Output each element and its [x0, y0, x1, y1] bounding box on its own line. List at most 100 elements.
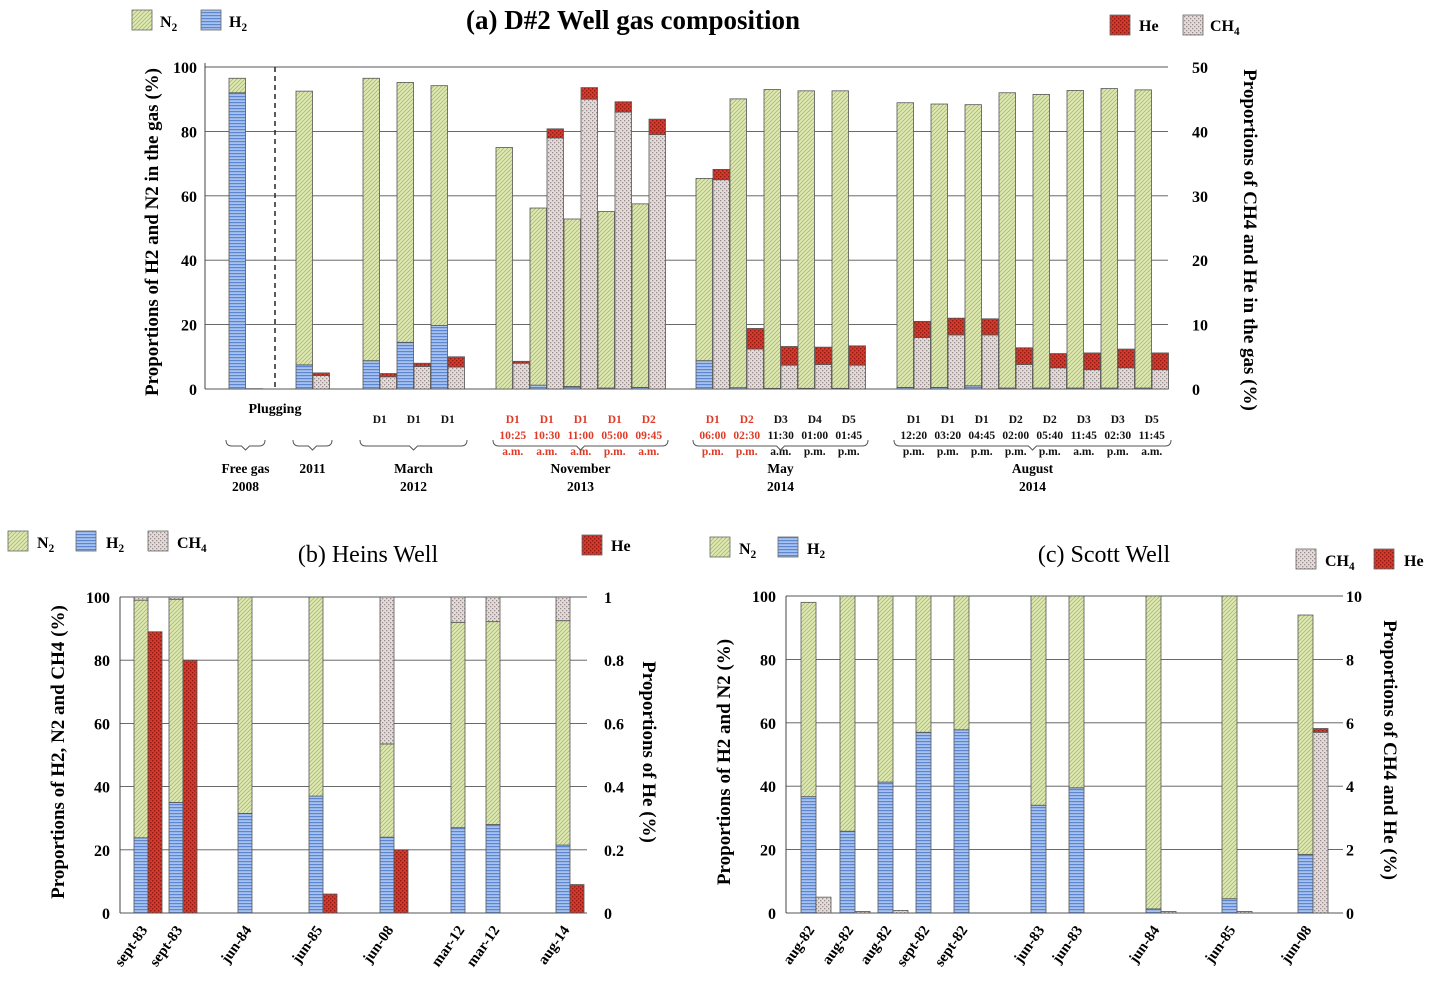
bar-n2 [797, 90, 815, 389]
x-tick-label: 04:45 [968, 430, 995, 442]
x-tick-label: D1 [540, 414, 554, 426]
bar-ch4 [1015, 364, 1033, 390]
bar-he [546, 128, 564, 139]
y-tick-label: 60 [760, 716, 776, 733]
bar-he [569, 884, 585, 914]
bar-he [447, 356, 465, 368]
chart-b-axes: 0 20 40 60 80 100 0 0.2 0.4 0.6 0.8 1 [86, 590, 624, 923]
bar-h2 [362, 360, 380, 390]
bar-n2 [237, 596, 253, 814]
bar-ch4 [1151, 369, 1169, 390]
y-tick-label: 20 [760, 843, 776, 860]
chart-b-ylabel: Proportions of H2, N2 and CH4 (%) [48, 605, 69, 899]
bar-n2 [396, 82, 414, 343]
y-right-tick-label: 0 [1192, 382, 1200, 399]
x-tick-label: mar-12 [429, 923, 469, 970]
x-tick-label: 05:00 [601, 430, 628, 442]
bar-he [614, 101, 632, 113]
bar-n2 [485, 621, 501, 825]
x-tick-label: 02:30 [1104, 430, 1131, 442]
y-tick-label: 20 [181, 318, 197, 335]
legend-n2-swatch [709, 536, 731, 558]
chart-c-ylabel-right: Proportions of CH4 and He (%) [1379, 620, 1400, 880]
bar-n2 [430, 85, 448, 326]
x-tick-label: 11:45 [1139, 430, 1165, 442]
y-right-tick-label: 20 [1192, 253, 1208, 270]
x-tick-label: D2 [642, 414, 656, 426]
legend-ch4-label: CH4 [1325, 553, 1355, 573]
x-tick-label: a.m. [1141, 446, 1162, 458]
group-year: 2013 [567, 479, 594, 494]
bar-h2 [915, 731, 932, 914]
bar-ch4 [413, 366, 431, 390]
bar-ch4 [981, 334, 999, 390]
group-label: May [767, 461, 793, 476]
x-tick-label: D1 [907, 414, 921, 426]
x-tick-label: D2 [1043, 414, 1057, 426]
bar-n2 [228, 77, 246, 94]
bar-he [322, 893, 338, 914]
bar-ch4 [1049, 367, 1067, 390]
x-tick-label: p.m. [971, 446, 993, 458]
bar-h2 [529, 384, 547, 390]
chart-b-title: (b) Heins Well [298, 542, 439, 568]
y-tick-label: 80 [760, 652, 776, 669]
chart-panel-b: (b) Heins Well 0 20 40 60 80 100 0 0.2 0.4 0.6 0.8… [7, 530, 659, 970]
bar-n2 [800, 601, 817, 798]
x-tick-label: D1 [407, 414, 421, 426]
bar-ch4 [512, 362, 530, 390]
chart-b-gridlines [120, 596, 587, 914]
group-year: 2012 [400, 479, 427, 494]
chart-a-ylabel: Proportions of H2 and N2 in the gas (%) [142, 68, 163, 396]
bar-n2 [168, 598, 184, 803]
x-tick-label: D5 [1145, 414, 1159, 426]
x-tick-label: jun-08 [360, 923, 398, 967]
bar-ch4 [780, 364, 798, 390]
y-right-tick-label: 10 [1346, 589, 1362, 606]
bar-n2 [915, 595, 932, 733]
x-tick-label: D2 [1009, 414, 1023, 426]
x-tick-label: 02:30 [733, 430, 760, 442]
y-right-tick-label: 2 [1346, 843, 1354, 860]
bar-he [780, 346, 798, 366]
y-right-tick-label: 0 [1346, 906, 1354, 923]
x-tick-label: jun-85 [1202, 923, 1240, 967]
bar-ch4 [1160, 911, 1177, 914]
bar-he [580, 87, 598, 100]
bar-n2 [763, 89, 781, 389]
chart-c-gridlines [786, 595, 1343, 914]
bar-n2 [555, 620, 571, 846]
y-right-tick-label: 8 [1346, 652, 1354, 669]
legend-n2-swatch [131, 9, 153, 31]
bar-n2 [563, 218, 581, 387]
x-tick-label: 03:20 [934, 430, 961, 442]
x-tick-label: D3 [774, 414, 788, 426]
x-tick-label: a.m. [770, 446, 791, 458]
legend-h2-swatch [75, 530, 97, 552]
x-tick-label: D1 [706, 414, 720, 426]
legend-n2-swatch [7, 530, 29, 552]
bar-ch4 [447, 366, 465, 390]
x-tick-label: jun-85 [289, 923, 327, 967]
x-tick-label: sept-83 [112, 923, 151, 970]
bar-h2 [133, 837, 149, 914]
legend-h2-label: H2 [229, 14, 247, 34]
bar-he [1117, 348, 1135, 369]
bar-h2 [877, 781, 894, 914]
legend-h2-label: H2 [807, 541, 825, 561]
group-bracket [359, 439, 468, 451]
bar-n2 [953, 595, 970, 731]
bar-h2 [1030, 804, 1047, 914]
chart-c-ylabel: Proportions of H2 and N2 (%) [714, 639, 735, 885]
legend-h2-label: H2 [106, 535, 124, 555]
bar-h2 [430, 325, 448, 390]
x-tick-label: p.m. [937, 446, 959, 458]
x-tick-label: a.m. [502, 446, 523, 458]
x-tick-label: p.m. [1107, 446, 1129, 458]
group-year: 2014 [1019, 479, 1046, 494]
bar-he [512, 360, 530, 364]
bar-h2 [396, 341, 414, 390]
legend-he-label: He [1139, 18, 1159, 35]
chart-a-axes: 0 20 40 60 80 100 0 10 20 30 40 50 [173, 60, 1208, 399]
